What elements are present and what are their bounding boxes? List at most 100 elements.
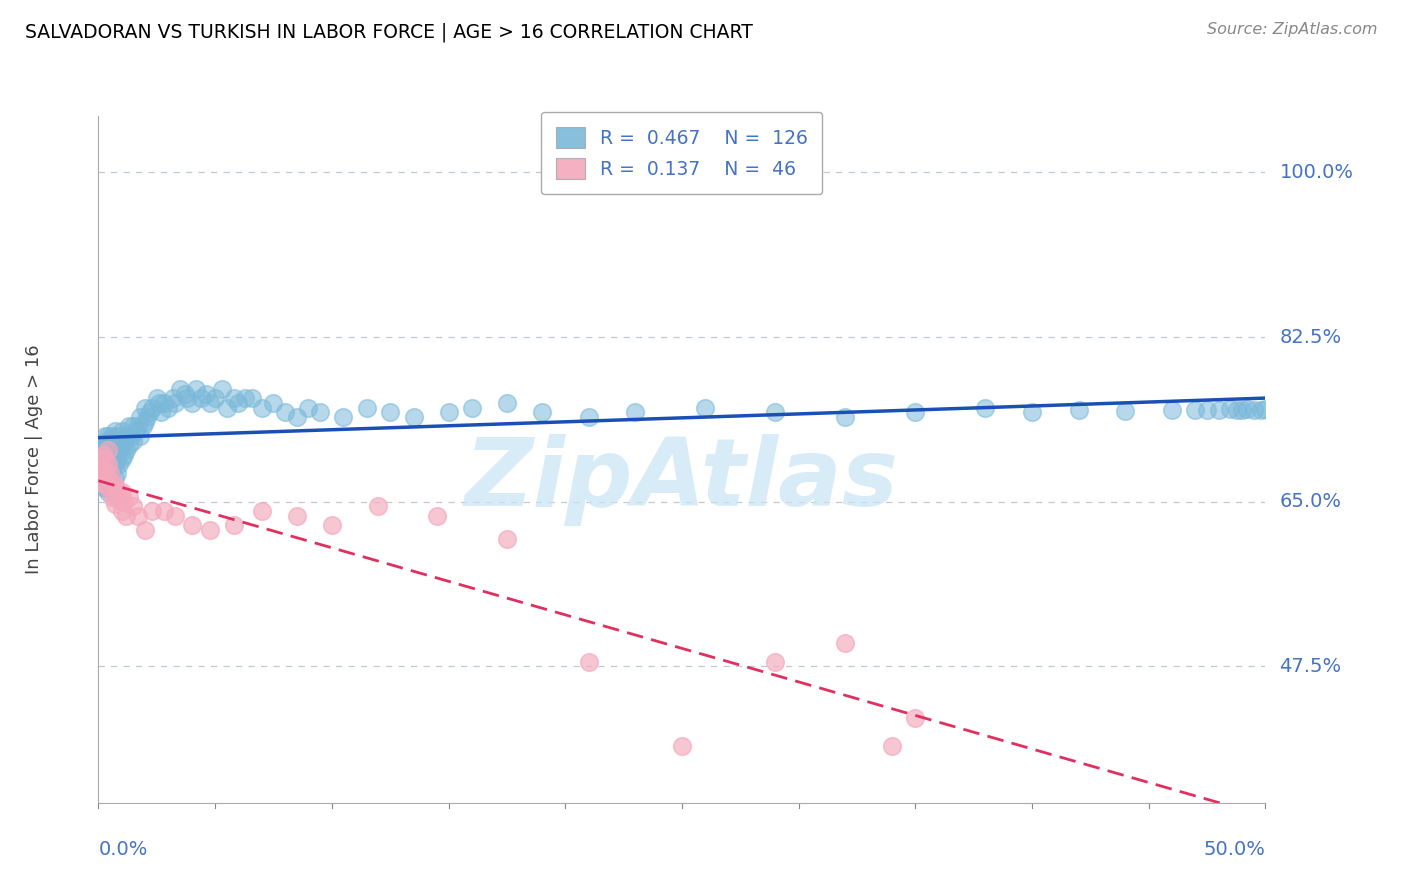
Point <box>148 396 170 410</box>
Point <box>250 401 273 415</box>
Point <box>222 518 245 533</box>
Point <box>162 391 184 405</box>
Point <box>98 481 121 495</box>
Point <box>122 434 145 448</box>
Point <box>115 508 138 523</box>
Point <box>380 405 402 419</box>
Point <box>91 477 114 491</box>
Point <box>1236 401 1258 416</box>
Point <box>321 518 343 533</box>
Point <box>90 462 112 476</box>
Point <box>127 508 149 523</box>
Point <box>180 518 202 533</box>
Point <box>134 415 156 429</box>
Point <box>105 438 128 452</box>
Point <box>101 448 124 462</box>
Point <box>356 401 378 415</box>
Point <box>578 655 600 669</box>
Point <box>332 410 354 425</box>
Point <box>108 442 131 457</box>
Point <box>274 405 297 419</box>
Point <box>115 442 138 457</box>
Text: 65.0%: 65.0% <box>1279 492 1341 511</box>
Point <box>122 419 145 434</box>
Point <box>152 396 174 410</box>
Point <box>180 396 202 410</box>
Point <box>437 405 460 419</box>
Point <box>150 405 173 419</box>
Text: 50.0%: 50.0% <box>1204 840 1265 859</box>
Point <box>1254 401 1277 416</box>
Point <box>94 438 117 452</box>
Point <box>98 434 121 448</box>
Point <box>98 442 121 457</box>
Point <box>125 424 148 438</box>
Point <box>169 382 191 396</box>
Point <box>97 434 120 448</box>
Point <box>91 452 114 467</box>
Legend: R =  0.467    N =  126, R =  0.137    N =  46: R = 0.467 N = 126, R = 0.137 N = 46 <box>541 112 823 194</box>
Point <box>97 442 120 457</box>
Point <box>367 500 389 514</box>
Point <box>1067 402 1090 417</box>
Point <box>112 494 135 508</box>
Point <box>763 405 786 419</box>
Point <box>204 391 226 405</box>
Point <box>496 533 519 547</box>
Point <box>97 429 120 443</box>
Point <box>104 471 127 485</box>
Point <box>91 438 114 452</box>
Point <box>530 405 553 419</box>
Point <box>1114 404 1136 418</box>
Point <box>200 523 222 537</box>
Text: In Labor Force | Age > 16: In Labor Force | Age > 16 <box>25 344 44 574</box>
Point <box>111 452 134 467</box>
Point <box>262 396 284 410</box>
Point <box>97 471 120 485</box>
Point <box>211 382 233 396</box>
Point <box>118 490 141 504</box>
Text: 0.0%: 0.0% <box>98 840 148 859</box>
Point <box>97 471 120 485</box>
Point <box>186 382 208 396</box>
Point <box>139 405 162 419</box>
Point <box>112 434 135 448</box>
Point <box>141 401 163 415</box>
Point <box>235 391 257 405</box>
Point <box>105 490 128 504</box>
Point <box>105 452 128 467</box>
Point <box>228 396 250 410</box>
Point <box>91 471 114 485</box>
Point <box>91 457 114 471</box>
Point <box>880 739 903 754</box>
Point <box>94 448 117 462</box>
Point <box>91 462 114 476</box>
Point <box>165 508 187 523</box>
Point <box>122 500 145 514</box>
Point <box>141 504 163 518</box>
Point <box>127 419 149 434</box>
Point <box>1184 403 1206 417</box>
Point <box>157 401 180 415</box>
Point <box>97 457 120 471</box>
Point <box>101 490 124 504</box>
Point <box>194 386 217 401</box>
Point <box>904 711 927 725</box>
Point <box>834 410 856 425</box>
Point <box>97 457 120 471</box>
Point <box>94 477 117 491</box>
Point <box>111 485 134 500</box>
Point <box>101 438 124 452</box>
Point <box>90 467 112 481</box>
Point <box>97 448 120 462</box>
Point <box>173 386 195 401</box>
Point <box>90 467 112 481</box>
Text: ZipAtlas: ZipAtlas <box>465 434 898 526</box>
Point <box>101 462 124 476</box>
Point <box>1195 402 1218 417</box>
Point <box>297 401 319 415</box>
Point <box>1226 402 1249 417</box>
Point <box>1161 402 1184 417</box>
Point <box>763 655 786 669</box>
Point <box>242 391 264 405</box>
